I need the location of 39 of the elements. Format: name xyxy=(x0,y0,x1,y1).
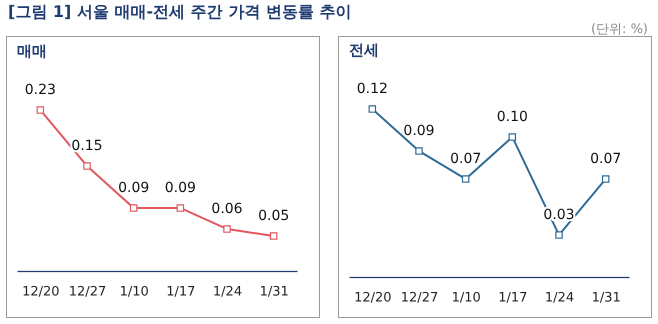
x-tick-label: 1/10 xyxy=(452,290,481,306)
x-tick-label: 1/24 xyxy=(212,284,242,300)
data-label: 0.09 xyxy=(118,180,150,196)
data-label: 0.06 xyxy=(211,201,243,217)
x-tick-label: 1/24 xyxy=(544,290,574,306)
data-label: 0.05 xyxy=(258,208,290,224)
data-label: 0.07 xyxy=(450,151,482,167)
point xyxy=(223,225,231,233)
x-tick-label: 12/27 xyxy=(400,290,438,306)
data-label: 0.15 xyxy=(71,138,103,154)
x-tick-label: 1/31 xyxy=(260,284,289,300)
x-tick-label: 1/10 xyxy=(120,284,149,300)
x-tick-label: 1/17 xyxy=(166,284,196,300)
point xyxy=(368,105,376,113)
data-label: 0.10 xyxy=(496,109,528,125)
data-label: 0.07 xyxy=(590,151,622,167)
data-label: 0.09 xyxy=(403,123,435,139)
chart-title: 매매 xyxy=(17,42,47,60)
data-label: 0.23 xyxy=(24,82,56,98)
point xyxy=(36,106,44,114)
point xyxy=(130,204,138,212)
text: [그림 1] 서울 매매-전세 주간 가격 변동률 추이 xyxy=(8,2,352,23)
point xyxy=(83,162,91,170)
point xyxy=(555,231,563,239)
x-tick-label: 12/27 xyxy=(68,284,106,300)
x-tick-label: 1/17 xyxy=(498,290,528,306)
x-tick-label: 12/20 xyxy=(22,284,60,300)
point xyxy=(508,133,516,141)
point xyxy=(415,147,423,155)
point xyxy=(176,204,184,212)
x-tick-label: 12/20 xyxy=(354,290,392,306)
point xyxy=(602,175,610,183)
chart-title: 전세 xyxy=(349,41,379,59)
point xyxy=(270,232,278,240)
x-tick-label: 1/31 xyxy=(592,290,621,306)
data-label: 0.12 xyxy=(356,81,388,97)
text: (단위: %) xyxy=(590,21,648,38)
data-label: 0.09 xyxy=(164,180,196,196)
point xyxy=(462,175,470,183)
